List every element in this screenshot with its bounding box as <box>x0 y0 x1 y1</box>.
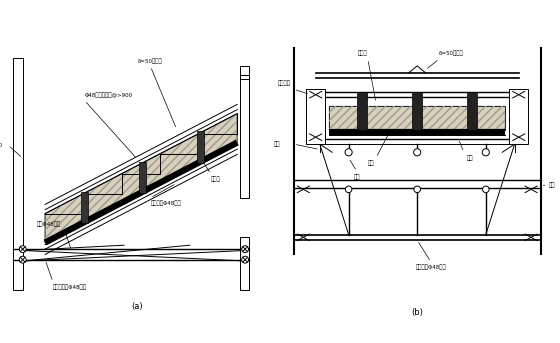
Circle shape <box>414 186 421 193</box>
Bar <box>139 162 146 193</box>
Circle shape <box>19 246 26 252</box>
Circle shape <box>242 256 249 263</box>
Text: δ=50踏步杆: δ=50踏步杆 <box>439 51 464 56</box>
Text: 钉管拉杆: 钉管拉杆 <box>278 81 291 86</box>
Text: 钉模板: 钉模板 <box>211 177 221 182</box>
Text: 钉模: 钉模 <box>367 161 374 166</box>
Bar <box>13 58 23 290</box>
Text: 立杆: 立杆 <box>549 182 556 188</box>
Text: 斜撞Φ48钉管: 斜撞Φ48钉管 <box>37 221 62 227</box>
Text: 纵横背杆Φ48钉管: 纵横背杆Φ48钉管 <box>150 200 181 206</box>
Text: (b): (b) <box>411 308 423 317</box>
Text: 纵横背杆Φ48钉管: 纵横背杆Φ48钉管 <box>416 265 446 270</box>
Circle shape <box>19 256 26 263</box>
Bar <box>467 92 477 130</box>
Text: (a): (a) <box>132 302 143 311</box>
Circle shape <box>482 149 489 156</box>
Circle shape <box>346 186 352 193</box>
Bar <box>81 192 88 223</box>
Text: 斜撞: 斜撞 <box>273 141 280 147</box>
Text: 背杆: 背杆 <box>466 155 473 161</box>
Bar <box>329 106 505 130</box>
Text: 木模: 木模 <box>353 174 360 180</box>
Circle shape <box>242 246 249 252</box>
Text: 钉模板: 钉模板 <box>357 51 367 56</box>
Bar <box>412 92 422 130</box>
Text: Φ48钉管横拉杆@>900: Φ48钉管横拉杆@>900 <box>85 92 133 98</box>
Bar <box>306 89 325 144</box>
Text: 立杆@≤900: 立杆@≤900 <box>0 142 3 148</box>
Bar <box>357 92 367 130</box>
Circle shape <box>345 149 352 156</box>
Circle shape <box>483 186 489 193</box>
Bar <box>240 237 249 290</box>
Polygon shape <box>45 114 237 243</box>
Bar <box>197 131 204 163</box>
Bar <box>509 89 528 144</box>
Text: δ=50踏步杆: δ=50踏步杆 <box>138 58 163 63</box>
Text: 纵横水平杆Φ48钉管: 纵横水平杆Φ48钉管 <box>53 285 87 290</box>
Bar <box>240 66 249 198</box>
Circle shape <box>414 149 421 156</box>
Bar <box>329 106 505 130</box>
